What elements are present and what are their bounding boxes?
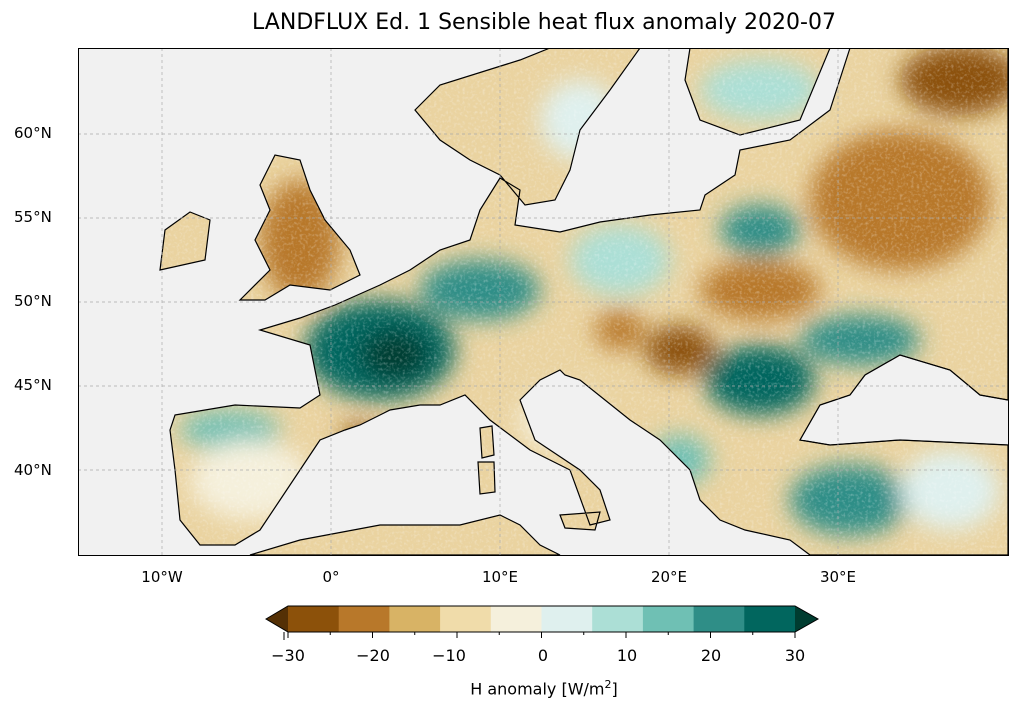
colorbar-label-text: H anomaly [W/m — [470, 679, 605, 699]
colorbar-tick: −20 — [356, 646, 390, 665]
colorbar-tick: 20 — [700, 646, 722, 665]
colorbar-bin — [389, 606, 441, 632]
colorbar-tick: 0 — [537, 646, 549, 665]
lon-label: 10°W — [141, 568, 183, 586]
lat-label: 40°N — [14, 461, 52, 479]
colorbar-bin — [795, 606, 818, 632]
colorbar-tick: 10 — [616, 646, 638, 665]
colorbar-bin — [440, 606, 492, 632]
lon-label: 0° — [322, 568, 340, 586]
colorbar-bin — [693, 606, 745, 632]
colorbar-bin — [288, 606, 340, 632]
colorbar-tick: 30 — [784, 646, 806, 665]
anomaly-map — [78, 48, 1009, 556]
lon-label: 30°E — [819, 568, 857, 586]
lon-label: 10°E — [481, 568, 519, 586]
colorbar-tick: −10 — [432, 646, 466, 665]
colorbar-bin — [490, 606, 542, 632]
anomaly-field — [160, 48, 1008, 555]
colorbar-label: H anomaly [W/m2] — [0, 678, 1022, 698]
colorbar-bin — [744, 606, 796, 632]
colorbar-bin — [592, 606, 644, 632]
colorbar-bin — [642, 606, 695, 632]
lat-label: 50°N — [14, 292, 52, 310]
map-title: LANDFLUX Ed. 1 Sensible heat flux anomal… — [252, 10, 836, 35]
gridlines — [78, 48, 1008, 556]
colorbar-bin — [541, 606, 593, 632]
lat-label: 55°N — [14, 208, 52, 226]
colorbar — [265, 605, 820, 640]
colorbar-label-sup: 2 — [604, 678, 612, 691]
lat-label: 45°N — [14, 376, 52, 394]
lat-label: 60°N — [14, 124, 52, 142]
colorbar-label-end: ] — [611, 679, 618, 699]
colorbar-bin — [266, 606, 288, 632]
colorbar-bin — [338, 606, 390, 632]
lon-label: 20°E — [650, 568, 688, 586]
colorbar-tick: −30 — [271, 646, 305, 665]
